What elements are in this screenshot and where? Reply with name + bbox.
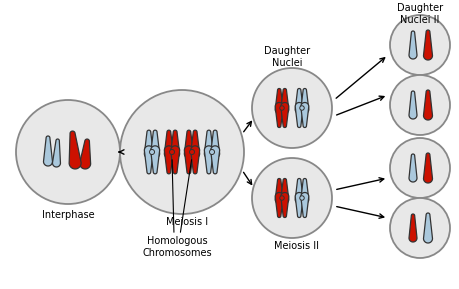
Polygon shape [204, 146, 213, 174]
Polygon shape [52, 139, 60, 167]
Polygon shape [423, 90, 431, 120]
Polygon shape [423, 213, 431, 243]
Polygon shape [295, 179, 302, 203]
Polygon shape [295, 103, 302, 127]
Text: Interphase: Interphase [42, 210, 94, 220]
Circle shape [252, 68, 331, 148]
Circle shape [120, 90, 243, 214]
Text: Daughter
Nuclei II: Daughter Nuclei II [396, 3, 442, 25]
Polygon shape [300, 192, 308, 218]
Circle shape [189, 149, 194, 155]
Circle shape [149, 149, 154, 155]
Polygon shape [280, 88, 288, 114]
Polygon shape [408, 91, 416, 119]
Polygon shape [210, 146, 219, 174]
Polygon shape [423, 30, 431, 60]
Polygon shape [300, 88, 308, 114]
Text: Meiosis II: Meiosis II [274, 241, 319, 251]
Polygon shape [170, 130, 179, 158]
Circle shape [389, 75, 449, 135]
Polygon shape [280, 179, 288, 203]
Circle shape [299, 196, 303, 200]
Text: Meiosis I: Meiosis I [166, 217, 207, 227]
Polygon shape [190, 146, 199, 174]
Polygon shape [170, 146, 179, 174]
Circle shape [299, 106, 303, 110]
Polygon shape [164, 130, 173, 158]
Circle shape [16, 100, 120, 204]
Circle shape [389, 138, 449, 198]
Circle shape [389, 15, 449, 75]
Polygon shape [300, 103, 308, 127]
Polygon shape [190, 130, 199, 158]
Polygon shape [144, 130, 153, 158]
Circle shape [169, 149, 174, 155]
Polygon shape [295, 88, 302, 114]
Polygon shape [274, 88, 283, 114]
Polygon shape [423, 153, 431, 183]
Text: Daughter
Nuclei: Daughter Nuclei [263, 46, 309, 68]
Polygon shape [280, 192, 288, 218]
Polygon shape [408, 154, 416, 182]
Polygon shape [184, 130, 193, 158]
Polygon shape [151, 130, 159, 158]
Polygon shape [151, 146, 159, 174]
Circle shape [279, 106, 284, 110]
Polygon shape [144, 146, 153, 174]
Polygon shape [164, 146, 173, 174]
Circle shape [252, 158, 331, 238]
Polygon shape [274, 179, 283, 203]
Polygon shape [79, 139, 90, 169]
Polygon shape [274, 103, 283, 127]
Circle shape [389, 198, 449, 258]
Polygon shape [44, 136, 52, 166]
Polygon shape [300, 179, 308, 203]
Text: Homologous
Chromosomes: Homologous Chromosomes [142, 236, 211, 257]
Polygon shape [184, 146, 193, 174]
Polygon shape [69, 131, 81, 169]
Polygon shape [408, 31, 416, 59]
Polygon shape [274, 192, 283, 218]
Circle shape [279, 196, 284, 200]
Circle shape [209, 149, 214, 155]
Polygon shape [295, 192, 302, 218]
Polygon shape [204, 130, 213, 158]
Polygon shape [408, 214, 416, 242]
Polygon shape [210, 130, 219, 158]
Polygon shape [280, 103, 288, 127]
